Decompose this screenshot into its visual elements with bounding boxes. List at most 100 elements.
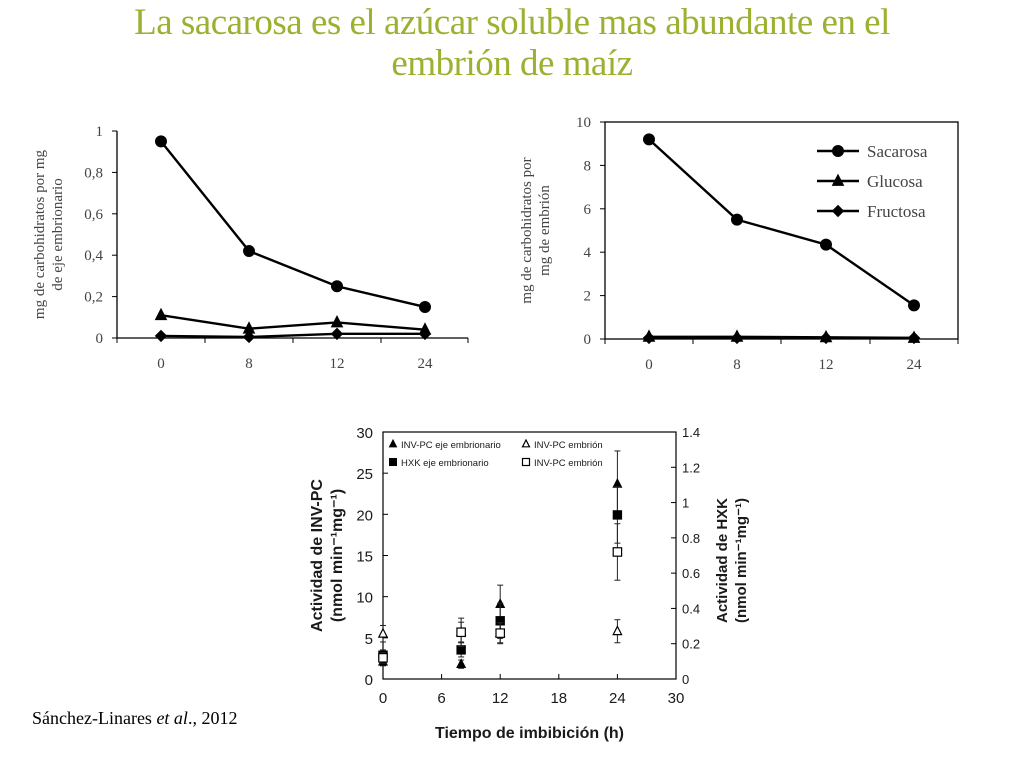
x-tick-label: 0 <box>645 357 653 373</box>
y-tick-label: 10 <box>356 590 373 607</box>
citation-year: ., 2012 <box>187 708 238 728</box>
point-fructosa <box>330 327 344 341</box>
point-fructosa <box>242 330 256 344</box>
point-fructosa <box>730 331 744 345</box>
y-tick-label: 10 <box>576 115 591 131</box>
x-tick-label: 24 <box>418 356 434 372</box>
legend-marker <box>521 457 531 467</box>
point-series-1 <box>456 645 466 655</box>
x-tick-label: 24 <box>907 357 923 373</box>
x-tick-label: 6 <box>437 690 445 707</box>
point-sacarosa <box>820 238 832 251</box>
legend-label: INV-PC eje embrionario <box>401 440 501 451</box>
series-line-glucosa <box>160 314 426 331</box>
point-sacarosa <box>243 245 255 258</box>
legend-marker <box>831 173 845 186</box>
point-fructosa <box>418 327 432 341</box>
y2-tick-label: 0.8 <box>682 531 700 546</box>
slide-title: La sacarosa es el azúcar soluble mas abu… <box>0 2 1024 84</box>
series-line-fructosa <box>160 332 425 339</box>
point-glucosa <box>330 315 344 328</box>
y-tick-label: 30 <box>356 425 373 442</box>
y-tick-label: 4 <box>584 245 592 261</box>
y-axis-label-line: mg de carbohidratos por <box>519 157 535 303</box>
legend-label: Sacarosa <box>867 142 928 161</box>
legend-label: INV-PC embrión <box>534 440 603 451</box>
point-series-0 <box>612 477 623 488</box>
point-series-3 <box>378 653 388 663</box>
y2-tick-label: 0.6 <box>682 566 700 581</box>
legend-marker <box>389 458 397 466</box>
point-fructosa <box>642 331 656 345</box>
y2-tick-label: 0.2 <box>682 637 700 652</box>
y-tick-label: 25 <box>356 466 373 483</box>
y-axis-label-line: mg de carbohidratos por mg <box>32 149 48 319</box>
x-tick-label: 30 <box>668 690 685 707</box>
point-sacarosa <box>155 135 167 148</box>
legend-marker <box>832 145 844 157</box>
y-axis-label-line: mg de embrión <box>537 185 553 276</box>
point-sacarosa <box>731 213 743 226</box>
x-tick-label: 0 <box>157 356 165 372</box>
y-axis-label: mg de carbohidratos por mg de eje embrion… <box>32 149 66 319</box>
x-tick-label: 0 <box>379 690 387 707</box>
title-line-1: La sacarosa es el azúcar soluble mas abu… <box>134 2 890 43</box>
y-tick-label: 20 <box>356 507 373 524</box>
citation-authors: Sánchez-Linares <box>32 708 157 728</box>
y2-axis-label: Actividad de HXK (nmol min⁻¹mg⁻¹) <box>714 498 750 623</box>
legend-label: HXK eje embrionario <box>401 458 489 469</box>
legend-label: INV-PC embrión <box>534 458 603 469</box>
point-fructosa <box>819 331 833 345</box>
y-tick-label: 15 <box>356 549 373 566</box>
x-tick-label: 8 <box>245 356 253 372</box>
point-sacarosa <box>331 280 343 293</box>
point-series-2 <box>377 627 389 638</box>
citation-etal: et al <box>156 708 188 728</box>
y-tick-label: 5 <box>365 631 373 648</box>
x-axis-label: Tiempo de imbibición (h) <box>435 725 624 742</box>
y-tick-label: 0,6 <box>84 207 103 223</box>
y2-tick-label: 1.4 <box>682 425 700 440</box>
y-tick-label: 0,8 <box>84 165 103 181</box>
x-tick-label: 8 <box>733 357 741 373</box>
point-sacarosa <box>419 300 431 313</box>
point-glucosa <box>154 307 168 321</box>
x-tick-label: 12 <box>819 357 834 373</box>
y-tick-label: 6 <box>584 202 592 218</box>
point-series-3 <box>456 627 466 638</box>
y-tick-label: 0 <box>96 331 104 347</box>
title-line-2: embrión de maíz <box>391 43 633 84</box>
x-tick-label: 12 <box>492 690 509 707</box>
x-tick-label: 12 <box>330 356 345 372</box>
point-sacarosa <box>643 133 655 146</box>
point-series-3 <box>612 547 623 557</box>
y-tick-label: 1 <box>96 124 104 140</box>
series-line-sacarosa <box>648 138 915 307</box>
point-series-0 <box>456 658 467 669</box>
point-fructosa <box>907 331 921 345</box>
y-tick-label: 0 <box>584 332 592 348</box>
y-tick-label: 8 <box>584 158 592 174</box>
y-axis-label: mg de carbohidratos por mg de embrión <box>519 157 553 303</box>
citation: Sánchez-Linares et al., 2012 <box>32 708 237 729</box>
y-axis-label: Actividad de INV-PC (nmol min⁻¹mg⁻¹) <box>309 479 346 632</box>
point-fructosa <box>154 329 168 343</box>
point-series-2 <box>612 625 623 636</box>
y-tick-label: 2 <box>584 289 592 305</box>
legend-marker <box>388 438 398 448</box>
y2-axis-label-line: Actividad de HXK <box>714 498 731 623</box>
y-axis-label-line: (nmol min⁻¹mg⁻¹) <box>329 489 346 622</box>
point-sacarosa <box>908 299 920 312</box>
x-tick-label: 18 <box>550 690 567 707</box>
legend-marker <box>831 204 845 218</box>
y-tick-label: 0,2 <box>84 290 103 306</box>
y-axis-label-line: Actividad de INV-PC <box>309 479 326 632</box>
y2-axis-label-line: (nmol min⁻¹mg⁻¹) <box>733 498 750 623</box>
y2-tick-label: 1.2 <box>682 460 700 475</box>
x-tick-label: 24 <box>609 690 626 707</box>
y-tick-label: 0 <box>365 672 373 689</box>
y-tick-label: 0,4 <box>84 248 103 264</box>
